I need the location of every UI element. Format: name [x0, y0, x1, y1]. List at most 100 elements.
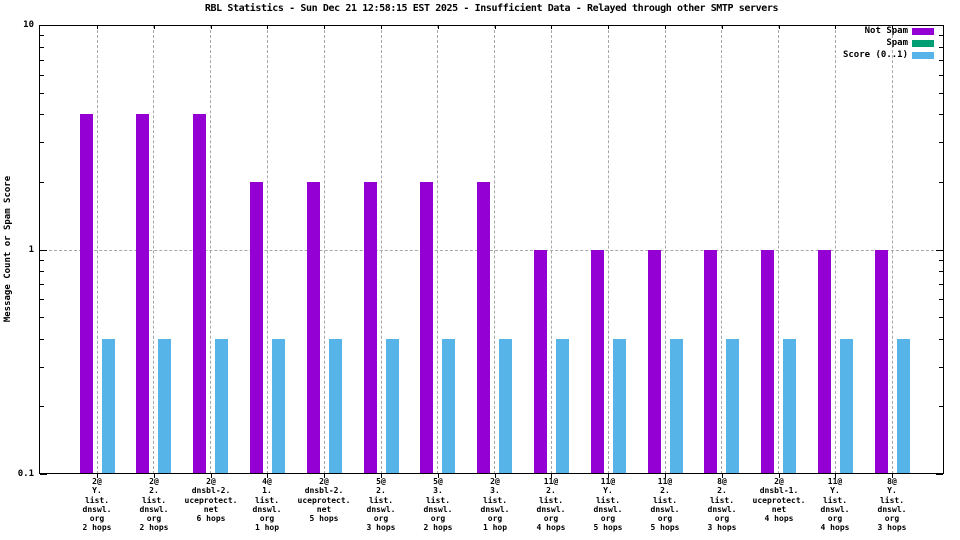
vertical-gridline	[550, 25, 552, 474]
x-category-label: 5@ 2. list. dnswl. org 3 hops	[366, 477, 396, 533]
bar-score-0-1-	[272, 339, 285, 474]
x-tick-bottom	[267, 474, 269, 478]
bar-score-0-1-	[670, 339, 683, 474]
y-minor-tick-right	[939, 299, 943, 300]
x-tick-bottom	[608, 474, 610, 478]
x-category-label: 11@ Y. list. dnswl. org 5 hops	[593, 477, 623, 533]
legend-label: Not Spam	[864, 26, 908, 36]
y-minor-tick-right	[939, 60, 943, 61]
bar-score-0-1-	[840, 339, 853, 474]
x-category-label: 4@ 1. list. dnswl. org 1 hop	[252, 477, 282, 533]
x-tick-top	[494, 25, 496, 29]
y-minor-tick-right	[939, 406, 943, 407]
y-tick-label: 10	[23, 20, 34, 30]
bar-not-spam	[136, 114, 149, 474]
y-minor-tick-left	[40, 114, 44, 115]
x-tick-bottom	[835, 474, 837, 478]
bar-not-spam	[477, 182, 490, 474]
bar-not-spam	[818, 250, 831, 474]
x-tick-top	[437, 25, 439, 29]
y-major-tick-left	[40, 25, 47, 26]
x-tick-top	[153, 25, 155, 29]
bar-score-0-1-	[442, 339, 455, 474]
x-tick-bottom	[153, 474, 155, 478]
y-minor-tick-right	[939, 182, 943, 183]
bar-score-0-1-	[783, 339, 796, 474]
legend-row: Not Spam	[700, 25, 934, 37]
y-minor-tick-right	[939, 75, 943, 76]
horizontal-gridline-1	[39, 250, 944, 251]
bar-score-0-1-	[386, 339, 399, 474]
y-tick-label: 1	[28, 245, 34, 255]
x-tick-bottom	[210, 474, 212, 478]
x-tick-top	[721, 25, 723, 29]
x-category-label: 2@ dnsbl-2. uceprotect. net 6 hops	[184, 477, 238, 524]
y-major-tick-left	[40, 250, 47, 251]
bar-score-0-1-	[613, 339, 626, 474]
vertical-gridline	[664, 25, 666, 474]
vertical-gridline	[891, 25, 893, 474]
bar-not-spam	[420, 182, 433, 474]
y-minor-tick-left	[40, 35, 44, 36]
y-tick-label: 0.1	[17, 469, 34, 479]
y-minor-tick-right	[939, 47, 943, 48]
x-tick-bottom	[381, 474, 382, 478]
legend-swatch	[912, 51, 934, 59]
legend-swatch	[912, 27, 934, 35]
bar-not-spam	[761, 250, 774, 474]
y-minor-tick-left	[40, 339, 44, 340]
y-minor-tick-left	[40, 406, 44, 407]
bar-score-0-1-	[102, 339, 115, 474]
x-tick-top	[892, 25, 894, 29]
x-tick-top	[835, 25, 837, 29]
bar-not-spam	[875, 250, 888, 474]
legend-swatch	[912, 39, 934, 47]
x-category-label: 2@ dnsbl-2. uceprotect. net 5 hops	[297, 477, 351, 524]
y-minor-tick-right	[939, 35, 943, 36]
vertical-gridline	[437, 25, 439, 474]
y-minor-tick-right	[939, 284, 943, 285]
y-minor-tick-left	[40, 93, 44, 94]
bar-not-spam	[307, 182, 320, 474]
x-tick-top	[551, 25, 553, 29]
x-category-label: 11@ Y. list. dnswl. org 4 hops	[820, 477, 850, 533]
bar-score-0-1-	[215, 339, 228, 474]
y-minor-tick-left	[40, 182, 44, 183]
y-minor-tick-left	[40, 60, 44, 61]
bar-not-spam	[193, 114, 206, 474]
y-major-tick-right	[936, 25, 943, 26]
y-minor-tick-left	[40, 284, 44, 285]
bar-not-spam	[364, 182, 377, 474]
y-minor-tick-left	[40, 271, 44, 272]
bar-score-0-1-	[499, 339, 512, 474]
x-tick-bottom	[324, 474, 326, 478]
x-tick-bottom	[665, 474, 666, 478]
vertical-gridline	[778, 25, 780, 474]
legend: Not Spam Spam Score (0..1)	[700, 25, 934, 61]
bar-score-0-1-	[726, 339, 739, 474]
vertical-gridline	[380, 25, 382, 474]
bar-score-0-1-	[897, 339, 910, 474]
x-category-label: 11@ 2. list. dnswl. org 4 hops	[536, 477, 566, 533]
x-tick-top	[210, 25, 212, 29]
y-minor-tick-left	[40, 299, 44, 300]
y-minor-tick-left	[40, 75, 44, 76]
x-tick-bottom	[778, 474, 780, 478]
x-category-label: 2@ 2. list. dnswl. org 2 hops	[139, 477, 169, 533]
legend-label: Spam	[886, 38, 908, 48]
vertical-gridline	[494, 25, 496, 474]
y-major-tick-right	[936, 474, 943, 475]
y-minor-tick-right	[939, 367, 943, 368]
bar-not-spam	[648, 250, 661, 474]
x-tick-top	[608, 25, 610, 29]
x-tick-top	[381, 25, 382, 29]
vertical-gridline	[210, 25, 212, 474]
x-tick-bottom	[437, 474, 439, 478]
legend-label: Score (0..1)	[842, 50, 908, 60]
x-category-label: 2@ dnsbl-1. uceprotect. net 4 hops	[752, 477, 806, 524]
x-tick-bottom	[494, 474, 496, 478]
x-tick-top	[665, 25, 666, 29]
chart-title: RBL Statistics - Sun Dec 21 12:58:15 EST…	[204, 3, 779, 14]
x-category-label: 8@ Y. list. dnswl. org 3 hops	[877, 477, 907, 533]
